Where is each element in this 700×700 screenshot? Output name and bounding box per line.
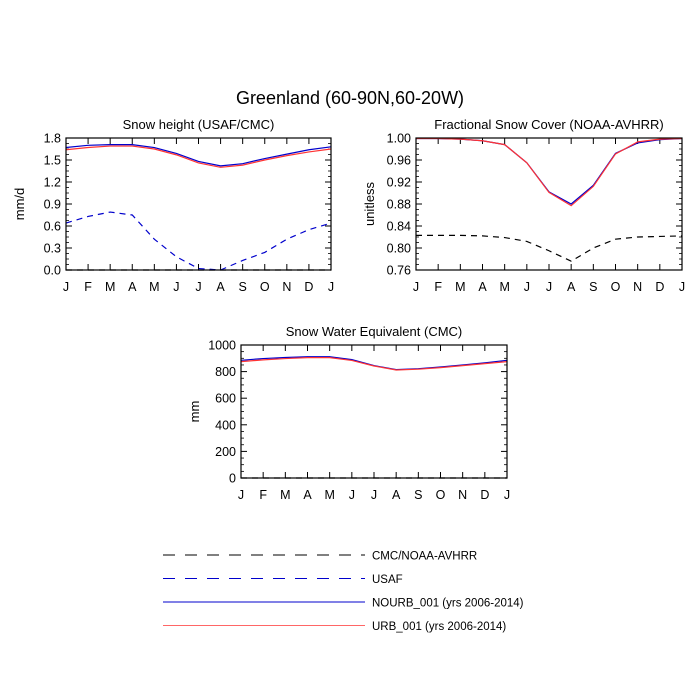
x-tick-label: A xyxy=(567,280,576,294)
y-tick-label: 0.76 xyxy=(387,264,411,278)
x-tick-label: J xyxy=(238,488,244,502)
x-tick-label: N xyxy=(282,280,291,294)
y-tick-label: 1.5 xyxy=(44,154,61,168)
x-tick-label: M xyxy=(149,280,159,294)
x-tick-label: F xyxy=(84,280,92,294)
x-tick-label: S xyxy=(589,280,597,294)
y-tick-label: 0.84 xyxy=(387,220,411,234)
x-tick-label: A xyxy=(128,280,137,294)
x-tick-label: J xyxy=(524,280,530,294)
y-tick-label: 0.9 xyxy=(44,198,61,212)
x-tick-label: S xyxy=(414,488,422,502)
x-tick-label: D xyxy=(304,280,313,294)
x-tick-label: J xyxy=(349,488,355,502)
x-tick-label: A xyxy=(216,280,225,294)
y-tick-label: 0.92 xyxy=(387,176,411,190)
x-tick-label: O xyxy=(611,280,621,294)
x-tick-label: N xyxy=(458,488,467,502)
y-axis-label: mm/d xyxy=(12,188,27,221)
series-line-urb xyxy=(65,145,332,168)
legend-label: NOURB_001 (yrs 2006-2014) xyxy=(372,598,524,610)
y-tick-label: 0.6 xyxy=(44,220,61,234)
y-tick-label: 0 xyxy=(229,472,236,486)
x-tick-label: J xyxy=(195,280,201,294)
x-tick-label: J xyxy=(679,280,685,294)
y-tick-label: 0.96 xyxy=(387,154,411,168)
chart-title: Snow height (USAF/CMC) xyxy=(123,117,275,132)
y-tick-label: 400 xyxy=(215,418,236,432)
x-tick-label: M xyxy=(324,488,334,502)
plot-frame xyxy=(415,137,683,271)
y-axis-label: unitless xyxy=(362,181,377,226)
y-tick-label: 1.00 xyxy=(387,132,411,146)
plot-frame xyxy=(240,344,508,479)
x-tick-label: J xyxy=(413,280,419,294)
chart-1: Snow height (USAF/CMC) mm/d 0.0 0.3 0.6 0.9 1.… xyxy=(12,117,334,294)
x-tick-label: J xyxy=(371,488,377,502)
y-tick-label: 0.80 xyxy=(387,242,411,256)
y-tick-label: 0.88 xyxy=(387,198,411,212)
y-tick-label: 200 xyxy=(215,445,236,459)
x-tick-label: J xyxy=(328,280,334,294)
series-line-nourb xyxy=(65,144,332,167)
x-tick-label: N xyxy=(633,280,642,294)
series-line-urb xyxy=(240,357,508,371)
legend-label: USAF xyxy=(372,574,403,586)
x-tick-label: M xyxy=(105,280,115,294)
y-tick-label: 600 xyxy=(215,392,236,406)
x-tick-label: M xyxy=(280,488,290,502)
plot-frame xyxy=(65,137,332,271)
x-tick-label: J xyxy=(546,280,552,294)
series-line-nourb xyxy=(416,137,683,205)
x-tick-label: J xyxy=(504,488,510,502)
legend-label: URB_001 (yrs 2006-2014) xyxy=(372,621,506,633)
plots-container: Snow height (USAF/CMC) mm/d 0.0 0.3 0.6 0.9 1.… xyxy=(12,117,685,502)
x-tick-label: F xyxy=(259,488,267,502)
y-tick-label: 1000 xyxy=(208,339,236,353)
legend: CMC/NOAA-AVHRR USAF NOURB_001 (yrs 2006-20… xyxy=(163,551,524,633)
series-line-usaf xyxy=(65,211,332,271)
x-tick-label: M xyxy=(499,280,509,294)
x-tick-label: D xyxy=(480,488,489,502)
x-tick-label: A xyxy=(478,280,487,294)
y-tick-label: 1.8 xyxy=(44,132,61,146)
x-tick-label: O xyxy=(260,280,270,294)
y-tick-label: 1.2 xyxy=(44,176,61,190)
x-tick-label: J xyxy=(63,280,69,294)
y-tick-label: 0.0 xyxy=(44,264,61,278)
y-tick-label: 0.3 xyxy=(44,242,61,256)
series-line-obs xyxy=(416,234,683,262)
chart-title: Snow Water Equivalent (CMC) xyxy=(286,324,463,339)
x-tick-label: D xyxy=(655,280,664,294)
x-tick-label: O xyxy=(436,488,446,502)
x-tick-label: M xyxy=(455,280,465,294)
legend-label: CMC/NOAA-AVHRR xyxy=(372,551,477,563)
x-tick-label: A xyxy=(303,488,312,502)
figure-title: Greenland (60-90N,60-20W) xyxy=(236,88,464,108)
x-tick-label: S xyxy=(238,280,246,294)
x-tick-label: F xyxy=(434,280,442,294)
chart-3: Snow Water Equivalent (CMC) mm 0 200 400 600 8… xyxy=(187,324,510,502)
chart-2: Fractional Snow Cover (NOAA-AVHRR) unitle… xyxy=(362,117,685,294)
y-axis-label: mm xyxy=(187,401,202,423)
chart-title: Fractional Snow Cover (NOAA-AVHRR) xyxy=(434,117,663,132)
series-line-urb xyxy=(416,137,683,207)
x-tick-label: A xyxy=(392,488,401,502)
x-tick-label: J xyxy=(173,280,179,294)
y-tick-label: 800 xyxy=(215,365,236,379)
